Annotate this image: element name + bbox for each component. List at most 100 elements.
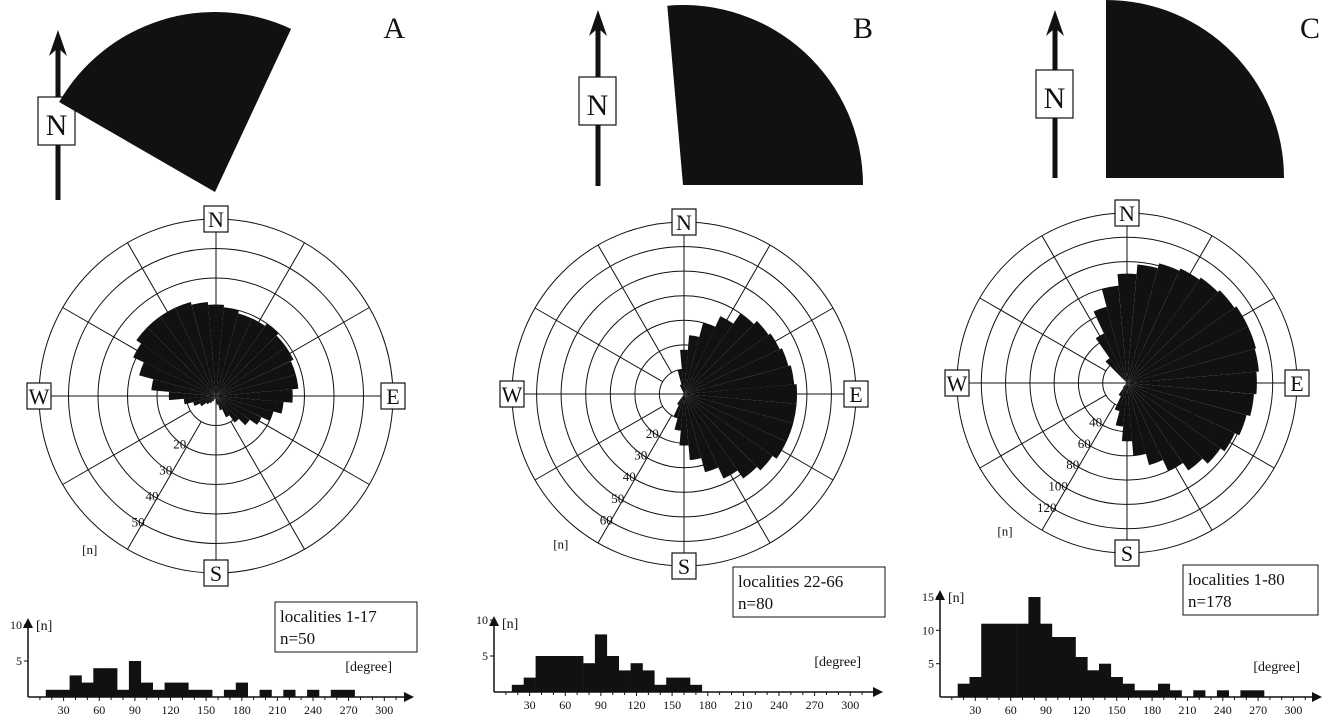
- rose-petal: [674, 394, 684, 431]
- rose-petal: [208, 304, 224, 396]
- histogram-bar: [1028, 597, 1041, 697]
- rose-spoke: [230, 421, 305, 550]
- panel-letter: C: [1300, 12, 1320, 45]
- rose-ring-label: 50: [132, 515, 145, 530]
- rose-spoke: [534, 307, 663, 383]
- x-tick-label: 270: [1249, 703, 1267, 717]
- north-arrow-icon: [1046, 10, 1064, 36]
- rose-petal: [684, 348, 789, 394]
- rose-ring-label: 120: [1037, 500, 1057, 515]
- histogram-bar: [630, 663, 643, 692]
- x-tick-label: 30: [969, 703, 981, 717]
- histogram-bar: [583, 663, 596, 692]
- rose-spoke: [979, 394, 1107, 469]
- rose-petal: [1122, 383, 1127, 388]
- rose-petal: [684, 394, 757, 479]
- x-tick-label: 30: [524, 698, 536, 712]
- histogram-bar: [1122, 683, 1135, 697]
- histogram-bar: [1004, 623, 1017, 697]
- rose-petal: [216, 307, 239, 396]
- orientation-sector: [59, 12, 292, 192]
- orientation-sector: [667, 5, 863, 186]
- x-tick-label: 210: [734, 698, 752, 712]
- histogram-bar: [283, 689, 296, 697]
- histogram-bar: [81, 682, 94, 697]
- histogram-bar: [511, 684, 524, 692]
- north-card-label: N: [587, 89, 609, 122]
- histogram-bar: [993, 623, 1006, 697]
- y-tick-label: 10: [10, 618, 22, 632]
- compass-west-label: W: [29, 384, 50, 409]
- histogram-bar: [547, 656, 560, 692]
- rose-petal: [214, 396, 216, 399]
- x-axis-arrow-icon: [873, 687, 883, 697]
- x-tick-label: 180: [699, 698, 717, 712]
- compass-north-card: [203, 205, 229, 233]
- compass-north-label: N: [208, 207, 224, 232]
- rose-petal: [679, 384, 684, 394]
- histogram: 30 60 90 120 150 180 210 240 270 300 5 10 15 [n] [degr…: [922, 590, 1322, 717]
- histogram-bar: [235, 682, 248, 697]
- x-tick-label: 180: [1143, 703, 1161, 717]
- histogram-bar: [1146, 690, 1159, 697]
- rose-petal: [1127, 348, 1259, 383]
- rose-ring-label: 40: [1089, 414, 1102, 429]
- rose-petal: [1127, 383, 1235, 452]
- north-card: [578, 76, 617, 126]
- rose-petal: [216, 361, 296, 396]
- x-tick-label: 90: [1040, 703, 1052, 717]
- legend-line-2: n=50: [280, 629, 315, 648]
- rose-petal: [684, 394, 797, 424]
- compass-east-card: [380, 382, 406, 410]
- histogram-bar: [981, 623, 994, 697]
- rose-diagram: 40 60 80 100 120 [n] N E S W: [944, 199, 1310, 567]
- rose-unit-label: [n]: [553, 536, 568, 551]
- x-tick-label: 60: [559, 698, 571, 712]
- rose-petal: [1093, 306, 1127, 383]
- rose-petal: [684, 394, 738, 479]
- rose-petal: [1127, 371, 1257, 395]
- rose-petal: [160, 307, 216, 396]
- rose-ring-label: 100: [1048, 479, 1068, 494]
- x-tick-label: 240: [304, 703, 322, 717]
- histogram-bar: [200, 689, 213, 697]
- histogram-y-label: [n]: [948, 591, 964, 606]
- rose-petal: [139, 362, 216, 396]
- rose-petal: [684, 365, 795, 394]
- x-tick-label: 60: [1005, 703, 1017, 717]
- legend-line-1: localities 1-17: [280, 607, 377, 626]
- rose-petal: [136, 327, 216, 396]
- rose-petal: [133, 343, 216, 396]
- compass-south-label: S: [210, 561, 222, 586]
- rose-spoke: [1041, 403, 1116, 531]
- histogram-bar: [1016, 623, 1029, 697]
- rose-petal: [684, 394, 719, 473]
- compass-north-label: N: [1119, 201, 1135, 226]
- compass-south-card: [1114, 539, 1140, 567]
- histogram-bar: [969, 677, 982, 697]
- rose-petal: [216, 335, 287, 396]
- rose-petal: [216, 346, 294, 396]
- rose-petal: [1105, 358, 1127, 383]
- compass-north-card: [671, 208, 697, 236]
- y-tick-label: 5: [928, 657, 934, 671]
- histogram-x-label: [degree]: [1253, 660, 1300, 675]
- histogram: 30 60 90 120 150 180 210 240 270 300 5 10 [n] [degree…: [476, 613, 883, 712]
- north-card: [1035, 69, 1074, 119]
- rose-petal: [684, 384, 798, 404]
- rose-spoke: [597, 415, 673, 544]
- rose-petal: [216, 389, 293, 403]
- rose-petal: [212, 396, 216, 402]
- histogram-bar: [1169, 690, 1182, 697]
- rose-petal: [151, 379, 216, 396]
- histogram-bar: [117, 689, 130, 697]
- histogram-bar: [1075, 657, 1088, 697]
- compass-north-label: N: [676, 210, 692, 235]
- rose-petal: [1127, 383, 1247, 436]
- rose-petal: [216, 396, 219, 405]
- rose-petal: [174, 302, 216, 396]
- rose-diagram: 20 30 40 50 60 [n] N E S W: [499, 208, 869, 580]
